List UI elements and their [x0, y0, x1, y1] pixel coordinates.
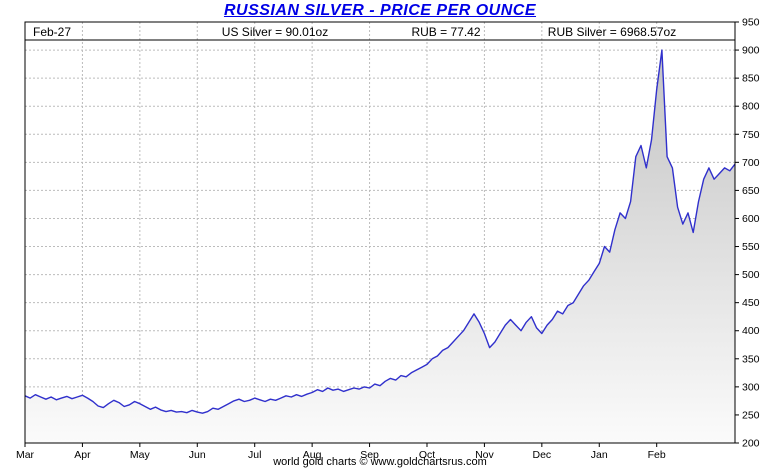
x-axis-label: Mar	[16, 449, 35, 461]
y-axis-label: 9500	[742, 17, 760, 29]
y-axis-label: 2500	[742, 409, 760, 421]
header-date: Feb-27	[33, 25, 72, 39]
y-axis-label: 6000	[742, 213, 760, 225]
y-axis-label: 5500	[742, 241, 760, 253]
x-axis-label: Sep	[360, 449, 379, 461]
x-axis-label: Dec	[532, 449, 551, 461]
y-axis-label: 3500	[742, 353, 760, 365]
x-axis-label: May	[130, 449, 151, 461]
x-axis-label: Oct	[419, 449, 435, 461]
y-axis-label: 7500	[742, 129, 760, 141]
y-axis-label: 6500	[742, 185, 760, 197]
x-axis-label: Jan	[591, 449, 608, 461]
y-axis-label: 4000	[742, 325, 760, 337]
x-axis-label: Apr	[74, 449, 91, 461]
x-axis-label: Jul	[248, 449, 261, 461]
y-axis-label: 8000	[742, 101, 760, 113]
y-axis-label: 3000	[742, 381, 760, 393]
footer-credit: world gold charts © www.goldchartsrus.co…	[273, 456, 487, 468]
y-axis-label: 2000	[742, 438, 760, 450]
x-axis-label: Jun	[189, 449, 206, 461]
chart-title: RUSSIAN SILVER - PRICE PER OUNCE	[223, 2, 537, 19]
y-axis-label: 8500	[742, 73, 760, 85]
y-axis-label: 4500	[742, 297, 760, 309]
header-us-silver: US Silver = 90.01oz	[221, 25, 329, 39]
x-axis-label: Aug	[303, 449, 322, 461]
y-axis-label: 9000	[742, 45, 760, 57]
header-rub-rate: RUB = 77.42	[411, 25, 481, 39]
y-axis-label: 5000	[742, 269, 760, 281]
x-axis-label: Feb	[648, 449, 666, 461]
y-axis-label: 7000	[742, 157, 760, 169]
x-axis-label: Nov	[475, 449, 494, 461]
header-rub-silver: RUB Silver = 6968.57oz	[547, 25, 677, 39]
